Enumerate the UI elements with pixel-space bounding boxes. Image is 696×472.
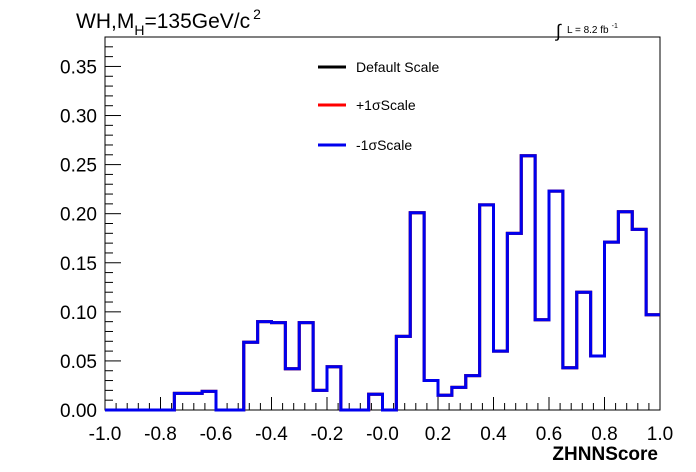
x-tick-label: -1.0 — [89, 424, 122, 445]
x-tick-label: 0.2 — [425, 424, 451, 445]
series-layer — [105, 154, 660, 412]
x-tick-label: 0.4 — [480, 424, 507, 445]
axes: -1.0 -0.8 -0.6 -0.4 -0.2 -0.0 0.2 0.4 0.6 0.8 1.0 0… — [60, 36, 673, 445]
y-tick-label: 0.20 — [60, 205, 97, 226]
title-main: WH,M — [76, 10, 134, 33]
lumi-text: L = 8.2 fb — [567, 25, 609, 36]
x-tick-label: -0.8 — [144, 424, 177, 445]
x-tick-label: 0.6 — [536, 424, 562, 445]
title-superscript: 2 — [253, 6, 261, 22]
y-tick-label: 0.15 — [60, 254, 97, 275]
y-tick-label: 0.30 — [60, 107, 97, 128]
x-tick-label: -0.6 — [200, 424, 233, 445]
y-tick-label: 0.10 — [60, 303, 97, 324]
y-tick-label: 0.35 — [60, 57, 97, 78]
y-tick-label: 0.00 — [60, 401, 97, 422]
y-tick-label: 0.05 — [60, 352, 97, 373]
lumi-label: L = 8.2 fb -1 — [567, 23, 618, 36]
series-line-2 — [105, 154, 660, 412]
legend-label: -1σScale — [356, 137, 412, 153]
x-tick-label: -0.2 — [311, 424, 344, 445]
legend-label: Default Scale — [356, 59, 439, 75]
x-tick-label: 1.0 — [647, 424, 673, 445]
x-tick-label: -0.0 — [366, 424, 399, 445]
title-subscript: H — [134, 22, 144, 38]
x-tick-label: -0.4 — [255, 424, 288, 445]
title-rest: =135GeV/c — [144, 10, 250, 33]
lumi-integral: ∫ — [554, 21, 562, 41]
legend: Default Scale +1σScale -1σScale — [318, 59, 439, 153]
legend-label: +1σScale — [356, 97, 416, 113]
chart-title: WH,MH=135GeV/c 2 — [76, 6, 261, 38]
x-tick-label: 0.8 — [591, 424, 617, 445]
lumi-superscript: -1 — [612, 23, 618, 30]
x-axis-label: ZHNNScore — [552, 444, 658, 465]
y-tick-label: 0.25 — [60, 156, 97, 177]
